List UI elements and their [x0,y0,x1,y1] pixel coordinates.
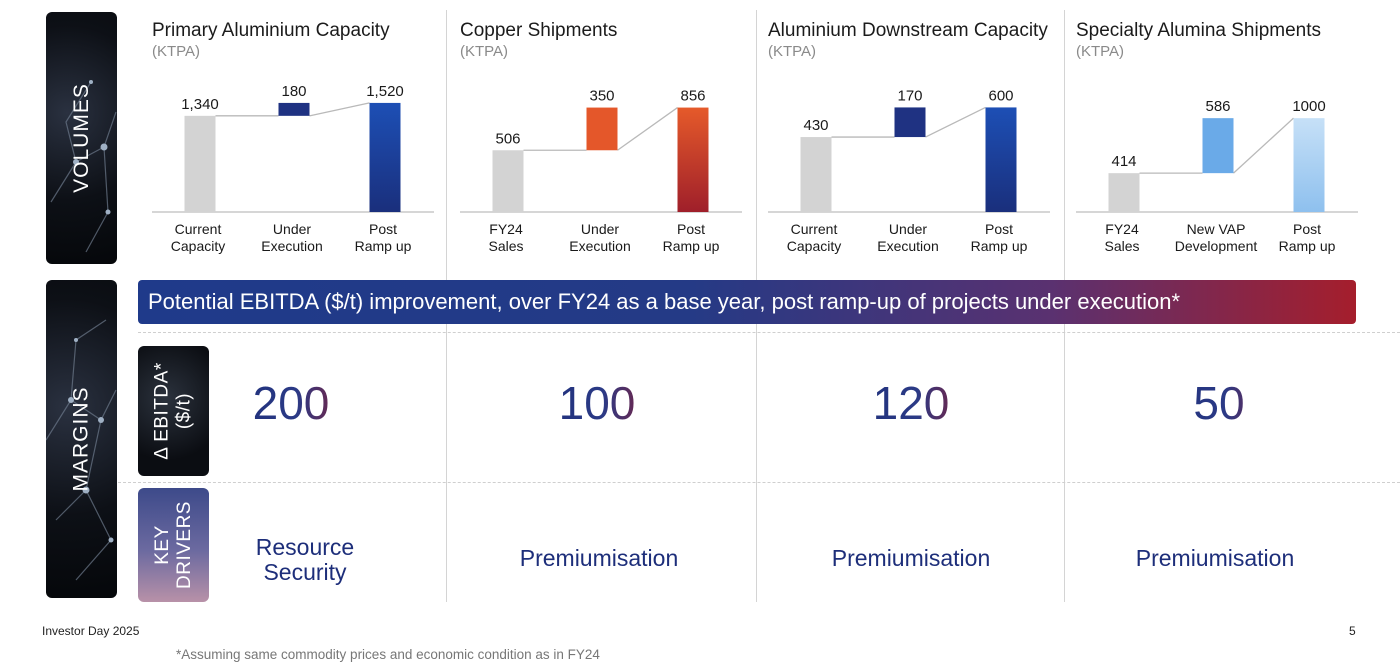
ebitda-label-box: Δ EBITDA* ($/t) [138,346,209,476]
key-driver: Premiumisation [478,546,720,571]
data-label: 586 [1205,98,1230,115]
data-label: 414 [1111,153,1136,170]
bar-increment [1203,118,1234,173]
ebitda-value: 100 [537,376,657,430]
footnote: *Assuming same commodity prices and econ… [176,647,600,662]
category-label: Ramp up [971,238,1028,254]
row-separator [138,332,1400,333]
chart-unit: (KTPA) [152,43,200,60]
bar-total [1294,118,1325,212]
chart-unit: (KTPA) [1076,43,1124,60]
key-driver: Resource Security [205,535,405,585]
key-driver: Premiumisation [790,546,1032,571]
category-label: Ramp up [1279,238,1336,254]
data-label: 856 [680,88,705,105]
data-label: 1000 [1292,98,1325,115]
bar-base [185,116,216,212]
category-label: Development [1175,238,1258,254]
volumes-label: VOLUMES [70,83,94,193]
ebitda-label-line2: ($/t) [174,362,196,459]
category-label: Capacity [787,238,841,254]
category-label: Sales [1104,238,1139,254]
bar-increment [279,103,310,116]
bar-base [493,150,524,212]
key-driver-line: Resource [205,535,405,560]
category-label: Execution [261,238,322,254]
data-label: 600 [988,87,1013,104]
category-label: Under [889,221,927,237]
category-label: Post [985,221,1013,237]
data-label: 1,340 [181,96,219,113]
data-label: 1,520 [366,83,404,100]
key-driver: Premiumisation [1094,546,1336,571]
data-label: 506 [495,130,520,147]
bar-increment [895,107,926,137]
chart-unit: (KTPA) [460,43,508,60]
ebitda-value: 200 [231,376,351,430]
drivers-label-line1: KEY [152,501,174,589]
category-label: Post [677,221,705,237]
category-label: Ramp up [663,238,720,254]
bar-total [986,107,1017,212]
drivers-label-line2: DRIVERS [174,501,196,589]
margins-label: MARGINS [70,386,94,491]
connector-line [310,103,370,116]
data-label: 180 [281,83,306,100]
footer-event: Investor Day 2025 [42,624,139,638]
data-label: 430 [803,117,828,134]
data-label: 170 [897,87,922,104]
category-label: Current [791,221,838,237]
bar-total [370,103,401,212]
category-label: New VAP [1187,221,1246,237]
ebitda-label-line1: Δ EBITDA* [152,362,174,459]
chart-title: Primary Aluminium Capacity [152,20,390,42]
connector-line [1234,118,1294,173]
margins-panel: MARGINS [46,280,117,598]
category-label: Under [581,221,619,237]
ebitda-value: 50 [1159,376,1279,430]
category-label: Execution [877,238,938,254]
bar-total [678,108,709,212]
chart-title: Specialty Alumina Shipments [1076,20,1321,42]
chart-title: Copper Shipments [460,20,617,42]
key-driver-line: Premiumisation [790,546,1032,571]
category-label: Post [1293,221,1321,237]
key-driver-line: Premiumisation [478,546,720,571]
connector-line [926,107,986,137]
category-label: Execution [569,238,630,254]
category-label: FY24 [1105,221,1139,237]
bar-base [801,137,832,212]
category-label: Current [175,221,222,237]
row-separator [118,482,1400,483]
category-label: Post [369,221,397,237]
volumes-panel: VOLUMES [46,12,117,264]
category-label: Sales [488,238,523,254]
chart-title: Aluminium Downstream Capacity [768,20,1048,42]
bar-increment [587,108,618,151]
connector-line [618,108,678,151]
ebitda-value: 120 [851,376,971,430]
category-label: Under [273,221,311,237]
key-driver-line: Security [205,560,405,585]
bar-base [1109,173,1140,212]
page-number: 5 [1349,624,1356,638]
category-label: Capacity [171,238,225,254]
key-driver-line: Premiumisation [1094,546,1336,571]
chart-unit: (KTPA) [768,43,816,60]
drivers-label-box: KEY DRIVERS [138,488,209,602]
category-label: FY24 [489,221,523,237]
category-label: Ramp up [355,238,412,254]
ebitda-banner: Potential EBITDA ($/t) improvement, over… [138,280,1356,324]
data-label: 350 [589,88,614,105]
